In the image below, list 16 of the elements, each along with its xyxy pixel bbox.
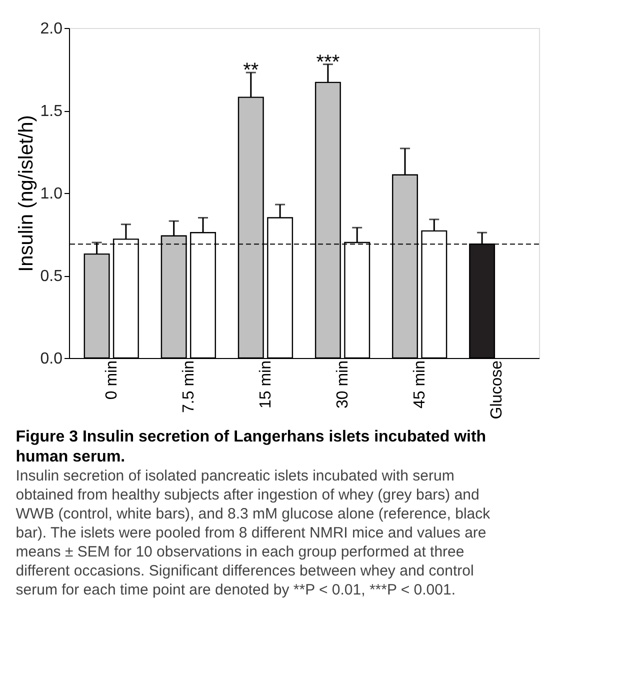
annotation: *** <box>316 51 340 74</box>
x-tick-label: 45 min <box>412 360 429 409</box>
y-tick-label: 0.5 <box>40 268 63 285</box>
x-tick-label: 30 min <box>334 360 352 409</box>
x-tick-label: Glucose <box>488 360 506 420</box>
x-tick-label: 15 min <box>257 360 274 409</box>
y-axis-title: Insulin (ng/islet/h) <box>15 115 38 272</box>
x-tick-label: 7.5 min <box>180 360 198 413</box>
text: Insulin secretion of isolated pancreatic islets incubated with serum obtained from healthy subjects after ingestion of whey (grey bars) and WWB (control, white bars), and 8.3 mM glucose alone (reference, black bar). The islets were pooled from 8 different NMRI mice and values are means ± SEM for 10 observations in each group performed at three different occasions. Significant differences between whey and control serum for each time point are denoted by **P < 0.01, ***P < 0.001. <box>16 468 491 599</box>
y-tick-label: 1.0 <box>40 186 63 202</box>
x-tick-label: 0 min <box>103 360 120 400</box>
y-tick-label: 1.5 <box>40 103 63 120</box>
y-tick-label: 2.0 <box>40 20 63 38</box>
y-tick-label: 0.0 <box>40 350 63 368</box>
annotation: ** <box>243 60 259 82</box>
text: Figure 3 Insulin secretion of Langerhans islets incubated with human serum. <box>16 428 486 466</box>
